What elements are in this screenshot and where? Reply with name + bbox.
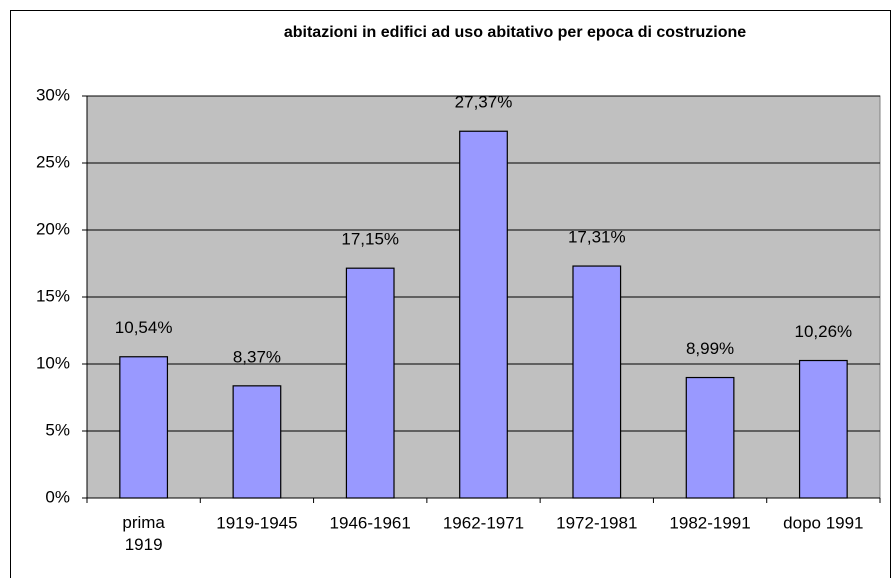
x-tick-label: dopo 1991 bbox=[783, 513, 863, 532]
data-label: 8,99% bbox=[686, 339, 734, 358]
y-tick-label: 30% bbox=[36, 85, 70, 104]
y-tick-label: 0% bbox=[45, 487, 70, 506]
y-tick-label: 5% bbox=[45, 420, 70, 439]
x-tick-label: 1972-1981 bbox=[556, 513, 637, 532]
x-tick-label: prima 1919 bbox=[122, 513, 165, 554]
x-tick-label: 1919-1945 bbox=[216, 513, 297, 532]
chart-border bbox=[10, 10, 891, 583]
bar bbox=[119, 356, 169, 499]
x-tick-label: 1962-1971 bbox=[443, 513, 524, 532]
data-label: 8,37% bbox=[233, 347, 281, 366]
bar bbox=[798, 359, 848, 499]
x-tick-label: 1982-1991 bbox=[669, 513, 750, 532]
data-label: 10,54% bbox=[115, 318, 173, 337]
bar bbox=[459, 130, 508, 499]
data-label: 27,37% bbox=[455, 93, 513, 112]
y-tick-label: 25% bbox=[36, 152, 70, 171]
bar bbox=[685, 376, 735, 499]
y-tick-label: 20% bbox=[36, 219, 70, 238]
bar bbox=[232, 385, 282, 499]
bar bbox=[345, 267, 395, 499]
y-tick-label: 15% bbox=[36, 286, 70, 305]
data-label: 17,15% bbox=[341, 230, 399, 249]
bar bbox=[572, 265, 622, 499]
data-label: 17,31% bbox=[568, 228, 626, 247]
data-label: 10,26% bbox=[795, 322, 853, 341]
chart-title: abitazioni in edifici ad uso abitativo p… bbox=[284, 24, 746, 41]
x-tick-label: 1946-1961 bbox=[330, 513, 411, 532]
y-tick-label: 10% bbox=[36, 353, 70, 372]
